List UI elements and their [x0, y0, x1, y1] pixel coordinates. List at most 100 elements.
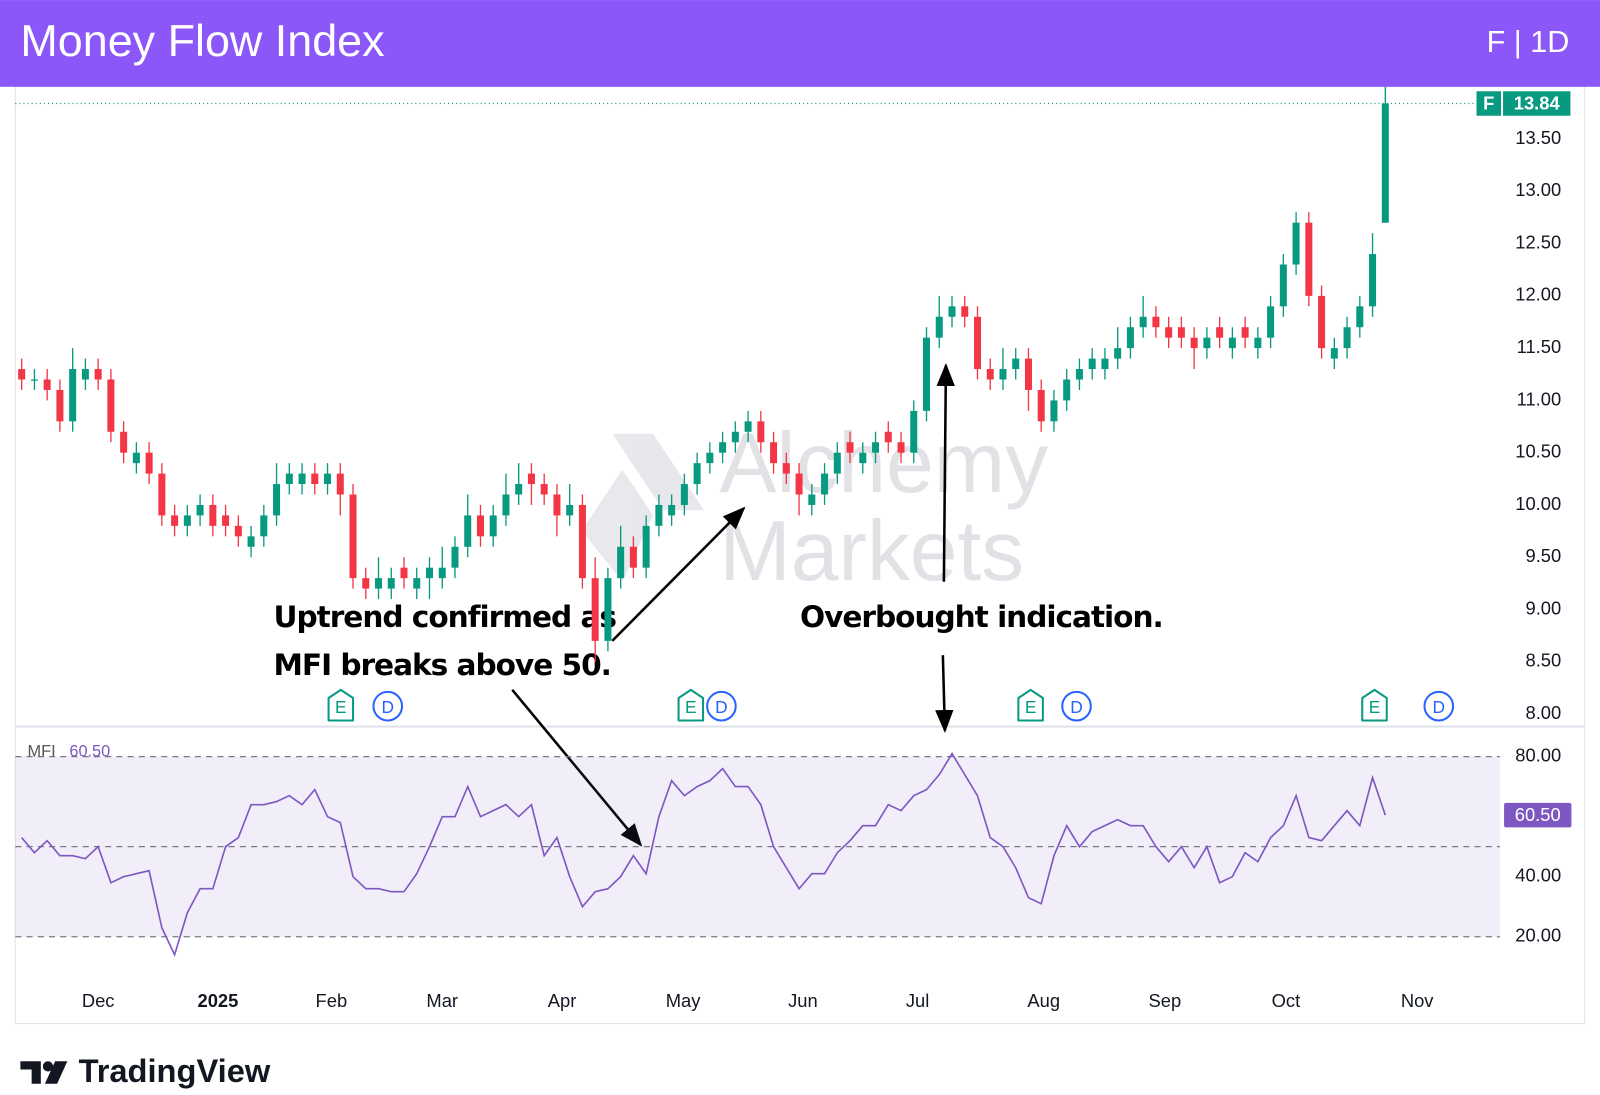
arrow	[611, 506, 746, 642]
x-tick-label: Oct	[1272, 990, 1301, 1011]
event-badge	[1017, 688, 1044, 722]
candle-body	[209, 504, 217, 526]
x-tick-label: Apr	[548, 990, 577, 1011]
watermark-text: Markets	[719, 503, 1024, 599]
x-tick-label: Dec	[82, 990, 115, 1011]
mfi-tick-label: 40.00	[1515, 865, 1561, 886]
candle-body	[489, 515, 497, 537]
candle-body	[362, 578, 370, 589]
candle-body	[973, 316, 981, 370]
event-label: D	[1070, 697, 1083, 717]
candle-body	[324, 473, 332, 485]
candle-body	[1267, 306, 1275, 338]
candle-body	[591, 578, 599, 641]
candle-body	[1228, 337, 1236, 349]
candle-body	[196, 504, 204, 516]
candle-body	[1012, 358, 1020, 370]
candle-body	[247, 536, 255, 547]
brand-logo: TradingView	[20, 1052, 271, 1089]
candle-body	[387, 578, 395, 589]
y-tick-label: 9.00	[1525, 597, 1561, 618]
candle-body	[617, 546, 625, 579]
x-tick-label: Jun	[788, 990, 818, 1011]
candle-body	[107, 379, 115, 432]
candle-body	[1126, 327, 1134, 349]
y-tick-label: 12.50	[1515, 231, 1561, 252]
candle-body	[1318, 295, 1326, 349]
annotation: MFI breaks above 50.	[273, 648, 610, 682]
mfi-legend-value: 60.50	[69, 742, 110, 760]
candle-body	[795, 473, 803, 495]
event-badge	[1423, 690, 1455, 722]
candle-body	[897, 442, 905, 453]
mfi-label: MFI	[28, 742, 56, 760]
candle-body	[349, 494, 357, 579]
candle-body	[999, 369, 1007, 380]
y-tick-label: 11.00	[1517, 388, 1562, 409]
candle-body	[451, 546, 459, 568]
candle-body	[821, 473, 829, 495]
candle-body	[948, 306, 956, 317]
last-price: 13.84	[1514, 92, 1561, 113]
candle-body	[298, 473, 306, 485]
candle-body	[808, 494, 816, 505]
candle-body	[30, 379, 38, 381]
candle-body	[680, 484, 688, 505]
event-label: E	[685, 697, 697, 717]
event-badge	[372, 690, 404, 722]
candle-body	[782, 463, 790, 474]
mfi-tick-label: 80.00	[1515, 744, 1561, 765]
candle-body	[273, 484, 281, 516]
event-label: D	[381, 697, 394, 717]
candle-body	[1241, 327, 1249, 338]
candle-body	[1050, 400, 1058, 422]
candle-body	[629, 546, 637, 568]
candle-body	[171, 515, 179, 526]
watermark: Alchemy Markets	[581, 415, 1048, 599]
logo-shape	[44, 1061, 68, 1084]
candle-body	[18, 369, 26, 380]
y-tick-label: 8.00	[1525, 702, 1561, 723]
arrow	[935, 655, 954, 733]
candle-body	[540, 484, 548, 495]
candle-body	[1216, 327, 1224, 338]
candle-body	[502, 494, 510, 516]
event-label: E	[335, 697, 347, 717]
annotation: Overbought indication.	[800, 600, 1163, 634]
candle-body	[1305, 222, 1313, 296]
candle-body	[757, 421, 765, 443]
header-bar	[0, 0, 1600, 87]
candle-body	[1075, 369, 1083, 380]
watermark-logo	[581, 433, 705, 582]
candle-body	[260, 515, 268, 537]
header-symbol: F | 1D	[1487, 25, 1570, 59]
candle-body	[1063, 379, 1071, 401]
x-tick-label: Sep	[1148, 990, 1181, 1011]
candle-body	[744, 421, 752, 432]
x-tick-label: Feb	[316, 990, 348, 1011]
annotation: Uptrend confirmed as	[273, 600, 616, 634]
candle-body	[553, 494, 561, 516]
candle-body	[935, 316, 943, 338]
candle-body	[731, 431, 739, 443]
candle-body	[1024, 358, 1032, 390]
candle-body	[846, 442, 854, 453]
candle-body	[183, 515, 191, 526]
candle-body	[655, 504, 663, 526]
symbol-tag	[1476, 91, 1502, 116]
candle-body	[132, 452, 140, 464]
candle-body	[986, 369, 994, 380]
candle-body	[56, 389, 64, 422]
candle-body	[234, 525, 242, 537]
candle-body	[578, 504, 586, 579]
logo-shape	[42, 1061, 54, 1072]
candle-body	[464, 515, 472, 547]
y-tick-label: 13.50	[1515, 127, 1561, 148]
candle-body	[515, 484, 523, 495]
candle-body	[336, 473, 344, 495]
brand-name: TradingView	[79, 1052, 271, 1089]
candle-body	[222, 515, 230, 526]
candle-body	[69, 369, 77, 422]
x-tick-label: 2025	[198, 990, 239, 1011]
